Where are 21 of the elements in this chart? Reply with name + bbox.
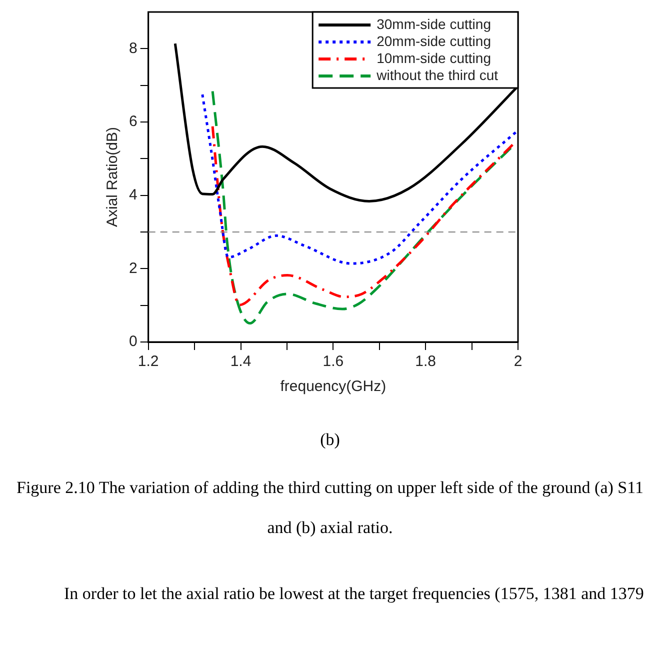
legend-label: 10mm-side cutting <box>376 50 491 66</box>
legend-label: 30mm-side cutting <box>376 16 491 32</box>
y-tick-label: 0 <box>129 333 138 350</box>
x-axis-title: frequency(GHz) <box>280 378 386 396</box>
y-tick-label: 2 <box>129 260 138 277</box>
text: In order to let the axial ratio be lowest at the target frequencies (1575, 1381 and 1379 <box>63 584 645 604</box>
line-series <box>201 93 518 265</box>
x-tick-label: 1.2 <box>138 353 159 370</box>
x-tick-label: 1.6 <box>322 353 344 370</box>
y-tick-label: 8 <box>129 40 138 57</box>
x-tick-label: 1.4 <box>230 353 252 370</box>
legend-label: without the third cut <box>376 66 498 83</box>
y-tick-label: 4 <box>129 186 138 204</box>
x-tick-label: 2 <box>514 353 522 370</box>
y-axis-title: Axial Ratio(dB) <box>104 126 122 228</box>
x-tick-label: 1.8 <box>415 353 436 370</box>
y-tick-label: 6 <box>129 113 138 130</box>
text: Figure 2.10 The variation of adding the third cutting on upper left side of the ground (a) S11 and (b) axial ratio. <box>16 478 644 537</box>
legend-label: 20mm-side cutting <box>376 32 491 49</box>
line-series <box>211 125 515 306</box>
text: (b) <box>319 430 341 450</box>
